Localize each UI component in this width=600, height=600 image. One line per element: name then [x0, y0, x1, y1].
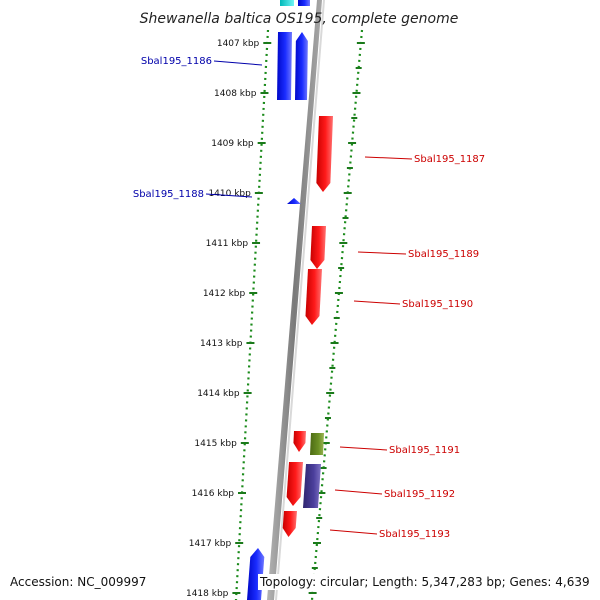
tick-label: 1412 kbp: [203, 289, 246, 299]
accession-label: Accession: NC_009997: [8, 574, 149, 590]
leader-line-sbal195-1190: [353, 300, 401, 305]
tick-label: 1413 kbp: [200, 339, 243, 349]
gene-label-sbal195-1187[interactable]: Sbal195_1187: [414, 154, 485, 165]
tick-label: 1408 kbp: [214, 89, 257, 99]
tick-label: 1416 kbp: [192, 489, 235, 499]
gene-feature-sbal195-1186[interactable]: [277, 32, 292, 100]
tick-label: 1417 kbp: [189, 539, 232, 549]
gene-feature-slate[interactable]: [303, 464, 321, 508]
gene-features: Sbal195_1186 Sbal195_1188 Sbal195_1187 Sbal…: [133, 32, 485, 600]
scale-ticks: 1407 kbp 1408 kbp 1409 kbp 1410 kbp 1411 kbp…: [186, 39, 365, 599]
tick-label: 1411 kbp: [206, 239, 249, 249]
tick-label: 1414 kbp: [197, 389, 240, 399]
gene-feature-sbal195-1188[interactable]: [287, 198, 301, 204]
gene-label-sbal195-1190[interactable]: Sbal195_1190: [402, 299, 473, 310]
tick-label: 1409 kbp: [211, 139, 254, 149]
leader-line-sbal195-1188: [205, 193, 253, 198]
gene-feature-sbal195-1191[interactable]: [293, 431, 306, 452]
gene-label-sbal195-1192[interactable]: Sbal195_1192: [384, 489, 455, 500]
leader-line-sbal195-1191: [339, 446, 388, 451]
forward-feature-top: [280, 0, 294, 6]
gene-feature-sbal195-1193[interactable]: [282, 511, 297, 537]
leader-line-sbal195-1189: [357, 251, 407, 255]
gene-label-sbal195-1186[interactable]: Sbal195_1186: [141, 56, 212, 67]
genome-backbone: [267, 0, 322, 600]
topology-label: Topology: circular; Length: 5,347,283 bp…: [258, 574, 592, 590]
gene-label-sbal195-1188[interactable]: Sbal195_1188: [133, 189, 204, 200]
tick-label: 1407 kbp: [217, 39, 260, 49]
leader-line-sbal195-1192: [334, 489, 383, 495]
gene-feature-sbal195-1190[interactable]: [305, 269, 322, 325]
inner-dotted-ring: [234, 29, 270, 600]
gene-feature-sbal195-1192[interactable]: [286, 462, 303, 506]
tick-label: 1415 kbp: [194, 439, 237, 449]
map-title: Shewanella baltica OS195, complete genom…: [140, 11, 459, 27]
gene-label-sbal195-1191[interactable]: Sbal195_1191: [389, 445, 460, 456]
gene-feature-forward-2[interactable]: [295, 32, 308, 100]
tick-label: 1418 kbp: [186, 589, 229, 599]
forward-feature-top-2: [298, 0, 310, 6]
gene-label-sbal195-1189[interactable]: Sbal195_1189: [408, 249, 479, 260]
gene-feature-green[interactable]: [310, 433, 324, 455]
gene-feature-sbal195-1187[interactable]: [316, 116, 333, 192]
leader-line-sbal195-1186: [213, 60, 263, 66]
leader-line-sbal195-1187: [364, 156, 413, 160]
gene-feature-sbal195-1189[interactable]: [310, 226, 326, 269]
leader-line-sbal195-1193: [329, 529, 378, 535]
gene-label-sbal195-1193[interactable]: Sbal195_1193: [379, 529, 450, 540]
tick-label: 1410 kbp: [208, 189, 251, 199]
